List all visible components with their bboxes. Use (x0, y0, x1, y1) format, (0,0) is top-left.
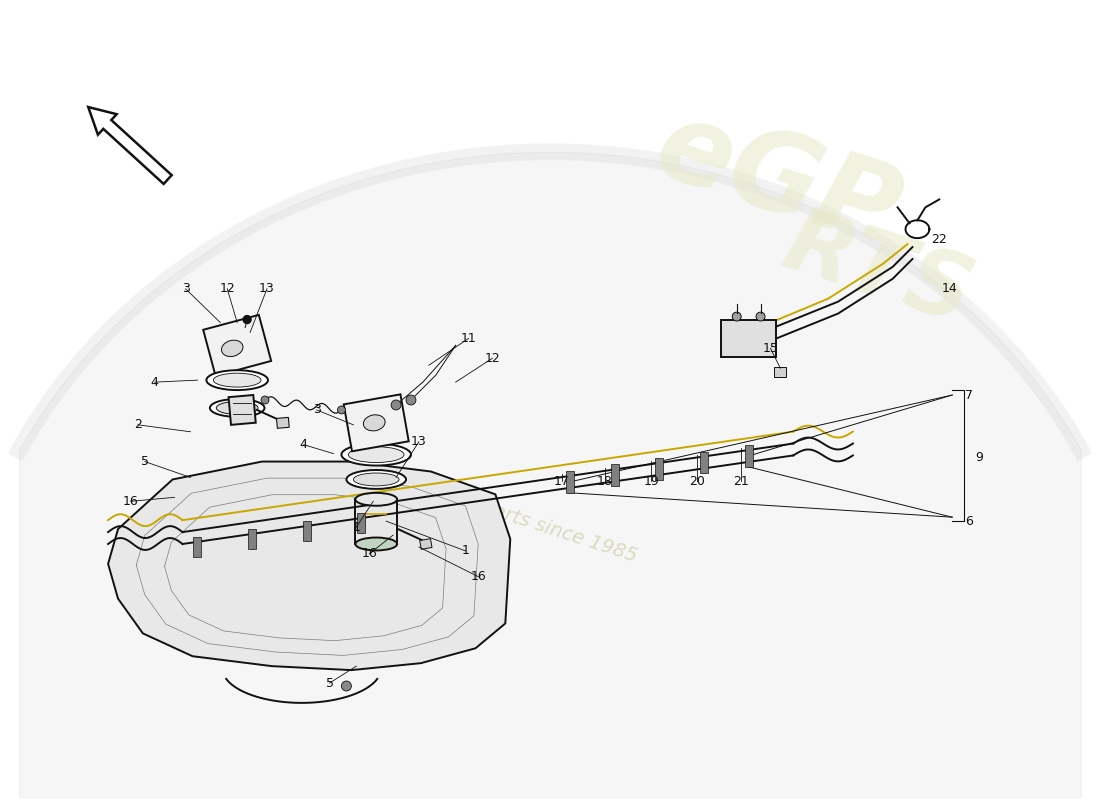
Polygon shape (229, 395, 255, 425)
Text: 16: 16 (471, 570, 486, 583)
Polygon shape (343, 394, 409, 451)
Text: eGP: eGP (644, 92, 913, 270)
Text: 7: 7 (965, 389, 974, 402)
Text: 12: 12 (484, 352, 500, 365)
Text: RTS: RTS (773, 199, 982, 342)
Ellipse shape (341, 444, 411, 466)
Text: 19: 19 (644, 475, 659, 488)
Circle shape (392, 400, 402, 410)
Circle shape (733, 312, 741, 321)
Text: 3: 3 (182, 282, 189, 295)
Polygon shape (108, 462, 510, 670)
Polygon shape (302, 521, 310, 541)
Ellipse shape (349, 446, 404, 462)
Text: 1: 1 (462, 545, 470, 558)
Ellipse shape (353, 473, 399, 486)
Text: 5: 5 (141, 455, 149, 468)
Text: 13: 13 (260, 282, 275, 295)
Polygon shape (88, 107, 172, 184)
Text: 12: 12 (219, 282, 235, 295)
Ellipse shape (363, 414, 385, 431)
Ellipse shape (221, 340, 243, 357)
Polygon shape (656, 458, 663, 480)
Text: a motor parts since 1985: a motor parts since 1985 (400, 472, 640, 566)
Polygon shape (565, 471, 574, 493)
Polygon shape (722, 319, 776, 358)
Text: 21: 21 (733, 475, 748, 488)
Polygon shape (204, 315, 272, 376)
Ellipse shape (210, 399, 264, 417)
Text: 9: 9 (975, 451, 983, 464)
Circle shape (406, 395, 416, 405)
Text: 4: 4 (151, 376, 158, 389)
Polygon shape (610, 465, 618, 486)
Text: 1: 1 (352, 521, 361, 534)
Ellipse shape (355, 538, 397, 550)
Polygon shape (249, 529, 256, 549)
Circle shape (756, 312, 764, 321)
Text: 22: 22 (932, 233, 947, 246)
Ellipse shape (346, 470, 406, 489)
Ellipse shape (213, 373, 261, 387)
Polygon shape (700, 451, 708, 474)
Polygon shape (745, 445, 752, 467)
Ellipse shape (207, 370, 268, 390)
Text: 6: 6 (965, 514, 974, 528)
Text: 18: 18 (596, 475, 613, 488)
Text: 14: 14 (942, 282, 957, 295)
Polygon shape (276, 418, 289, 428)
Ellipse shape (217, 402, 258, 414)
Text: 2: 2 (134, 418, 142, 431)
Text: 16: 16 (123, 494, 139, 508)
Ellipse shape (355, 493, 397, 506)
Text: 13: 13 (411, 435, 427, 448)
Polygon shape (774, 367, 786, 377)
Circle shape (261, 396, 270, 404)
Text: 4: 4 (300, 438, 308, 451)
Text: 3: 3 (312, 403, 320, 417)
Text: 11: 11 (461, 332, 476, 345)
Text: 15: 15 (762, 342, 779, 355)
Text: 5: 5 (326, 677, 333, 690)
Circle shape (338, 406, 345, 414)
Polygon shape (194, 537, 201, 557)
Text: 17: 17 (554, 475, 570, 488)
Text: 16: 16 (362, 547, 377, 561)
Polygon shape (358, 513, 365, 533)
Circle shape (341, 681, 351, 691)
Text: 20: 20 (689, 475, 705, 488)
Circle shape (243, 315, 251, 323)
Polygon shape (420, 538, 432, 550)
